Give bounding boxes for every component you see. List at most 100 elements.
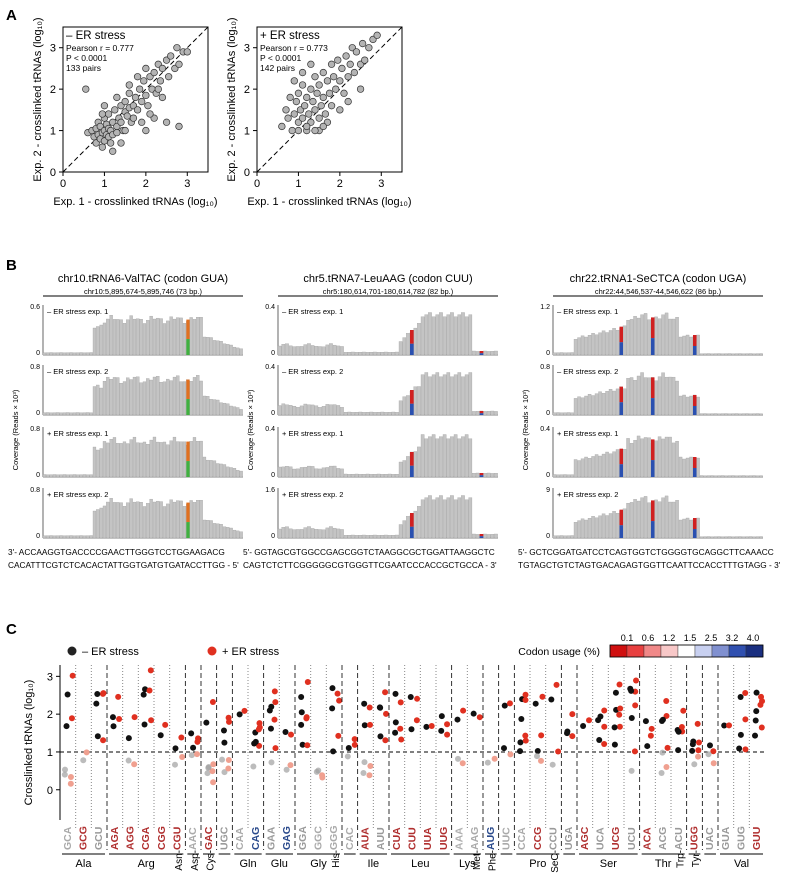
track-ymin: 0 (36, 350, 40, 357)
coverage-bar (226, 466, 230, 478)
coverage-bar (678, 456, 683, 478)
aa-label: Ala (76, 858, 93, 870)
region-label: chr10:5,895,674-5,895,746 (73 bp.) (84, 287, 203, 296)
coverage-bar (446, 438, 451, 478)
coverage-bar (209, 399, 213, 416)
coverage-bar (706, 536, 711, 539)
minus-er-point (93, 700, 100, 707)
coverage-bar (365, 473, 370, 478)
coverage-bar (277, 345, 282, 356)
mismatch-bar (619, 464, 623, 477)
aa-label: Pro (529, 858, 546, 870)
plus-er-point (476, 714, 483, 721)
coverage-bar (365, 411, 370, 416)
minus-er-point (408, 726, 415, 733)
codon-label: UAC (704, 827, 716, 850)
coverage-bar (566, 474, 571, 478)
c-y-tick-label: 2 (47, 709, 53, 721)
coverage-bar (351, 473, 355, 478)
codon-label: ACA (642, 827, 654, 850)
data-point (373, 31, 381, 39)
mismatch-bar (410, 452, 414, 466)
coverage-bar (759, 353, 763, 356)
coverage-bar (182, 381, 187, 416)
plus-er-point (695, 753, 702, 760)
coverage-bar (202, 456, 207, 478)
coverage-bar (720, 475, 725, 478)
track-ymin: 0 (546, 533, 550, 540)
minus-er-point (517, 748, 524, 755)
coverage-bar (668, 436, 672, 478)
coverage-bar (79, 412, 83, 416)
mismatch-bar (693, 468, 697, 477)
mismatch-bar (186, 522, 190, 538)
mismatch-bar (410, 513, 414, 527)
coverage-bar (336, 468, 341, 478)
minus-er-point (329, 705, 336, 712)
y-tick-label: 2 (50, 84, 56, 96)
coverage-bar (559, 535, 564, 539)
codon-label: CCU (548, 827, 560, 850)
coverage-bar (724, 413, 728, 416)
minus-er-point (141, 721, 148, 728)
coverage-bar (661, 372, 665, 416)
minus-er-point (140, 691, 147, 698)
plus-er-point (210, 761, 217, 768)
coverage-bar (119, 443, 123, 478)
plus-er-point (179, 753, 186, 760)
coverage-bar (442, 499, 447, 539)
plus-er-point (663, 698, 670, 705)
coverage-bar (605, 391, 609, 416)
coverage-bar (387, 473, 392, 478)
coverage-bar (573, 339, 578, 356)
coverage-bar (724, 536, 728, 539)
data-point (146, 110, 154, 118)
coverage-bar (281, 403, 286, 416)
coverage-bar (417, 446, 421, 478)
coverage-bar (420, 434, 425, 478)
coverage-bar (172, 501, 177, 539)
coverage-bar (657, 436, 662, 478)
stat-line: P < 0.0001 (66, 53, 107, 63)
coverage-bar (343, 411, 348, 416)
coverage-bar (318, 346, 322, 356)
coverage-bar (580, 458, 585, 478)
track-title: chr10.tRNA6-ValTAC (codon GUA) (58, 273, 228, 285)
coverage-bar (759, 475, 763, 478)
coverage-bar (336, 528, 341, 539)
codon-label: GCA (62, 826, 74, 850)
coverage-bar (384, 351, 388, 356)
minus-er-point (283, 766, 290, 773)
minus-er-point (157, 732, 164, 739)
data-point (123, 112, 131, 120)
coverage-bar (570, 412, 574, 416)
coverage-bar (169, 316, 173, 356)
coverage-bar (461, 495, 465, 539)
coverage-bar (112, 437, 117, 478)
coverage-bar (494, 473, 498, 478)
track-label: – ER stress exp. 1 (557, 307, 618, 316)
coverage-bar (587, 518, 592, 539)
track-ymin: 0 (271, 350, 275, 357)
coverage-bar (76, 474, 80, 478)
aa-label: Lys (459, 858, 476, 870)
usage-scale-frame (609, 644, 764, 658)
coverage-bar (89, 535, 93, 539)
minus-er-point (518, 715, 525, 722)
coverage-bar (384, 534, 388, 539)
coverage-bar (406, 456, 410, 478)
coverage-bar (222, 464, 227, 478)
coverage-bar (325, 404, 330, 416)
coverage-bar (720, 353, 725, 356)
minus-er-point (644, 743, 651, 750)
mismatch-bar (619, 448, 623, 465)
coverage-bar (365, 535, 370, 539)
coverage-bar (49, 352, 53, 356)
coverage-bar (580, 518, 585, 539)
mismatch-bar (410, 526, 414, 538)
coverage-bar (643, 377, 648, 416)
coverage-bar (149, 498, 153, 539)
minus-er-point (752, 732, 759, 739)
coverage-bar (647, 502, 651, 539)
track-ymax: 0.4 (540, 426, 550, 433)
